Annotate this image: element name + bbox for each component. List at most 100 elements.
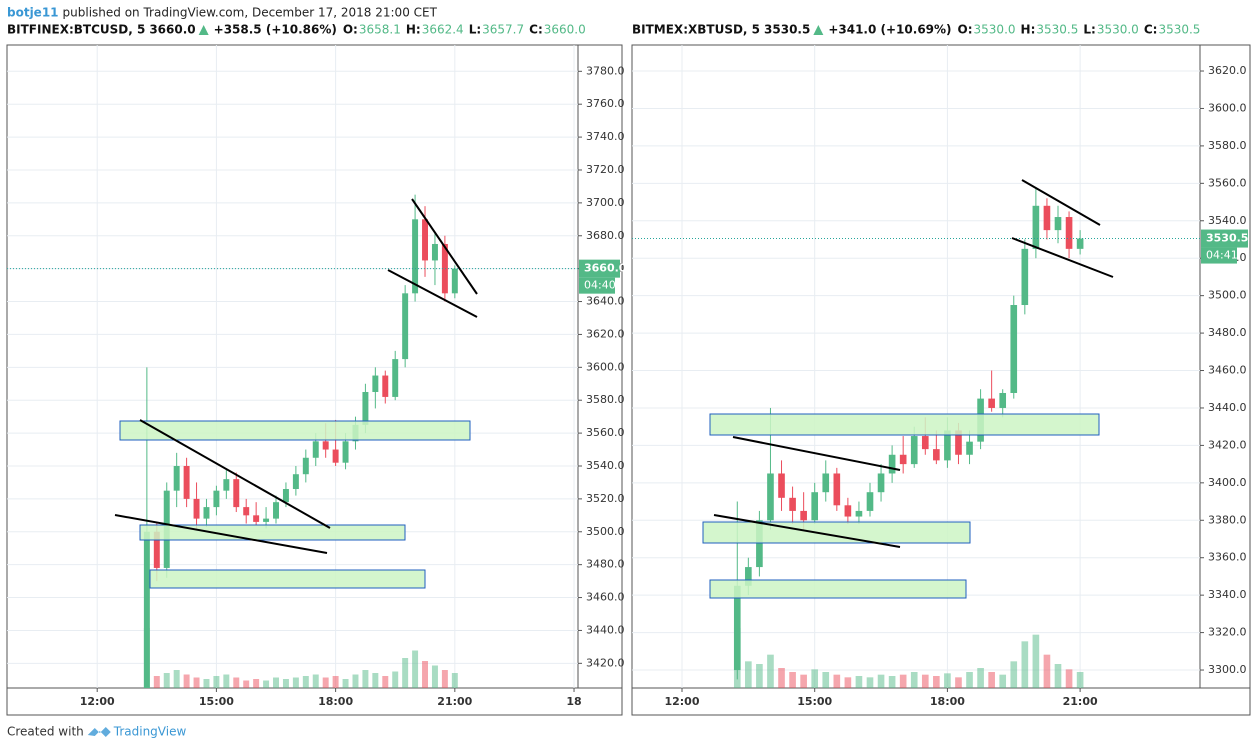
candle-body: [441, 243, 448, 294]
volume-bar: [955, 677, 962, 688]
up-triangle: [198, 25, 209, 35]
candle-body: [745, 567, 752, 586]
y-tick-label: 3380.0: [1208, 513, 1247, 526]
y-tick-label: 3780.0: [586, 64, 625, 77]
volume-bar: [362, 670, 369, 688]
candle-body: [431, 243, 438, 261]
plot-frame: [6, 44, 623, 716]
volume-bar: [282, 679, 289, 688]
trend-line: [713, 514, 901, 548]
y-tick-label: 3620.0: [1208, 64, 1247, 77]
candle-body: [322, 441, 329, 450]
y-tick-label: 3620.0: [586, 327, 625, 340]
candle-body: [1065, 217, 1073, 249]
volume-bar: [243, 680, 250, 688]
trend-line: [411, 198, 478, 295]
candle-body: [332, 449, 339, 463]
volume-bar: [977, 668, 984, 688]
candle-body: [1010, 305, 1018, 393]
volume-bar: [800, 674, 807, 688]
trend-line: [1021, 179, 1101, 226]
candles: [733, 187, 1084, 688]
header-text: H:: [406, 23, 421, 37]
y-tick-label: 3440.0: [1208, 401, 1247, 414]
header-text: 3657.7: [482, 23, 524, 37]
volume-bar: [292, 677, 299, 688]
y-tick-label: 3580.0: [586, 393, 625, 406]
volume-bar: [1021, 641, 1029, 688]
y-tick-label: 3600.0: [1208, 101, 1247, 114]
candle-body: [944, 430, 951, 461]
volume-bar: [203, 679, 210, 688]
zone: [149, 569, 426, 589]
volume-bar: [855, 676, 863, 688]
trend-line: [387, 269, 478, 318]
candle-body: [811, 492, 819, 521]
volume-bar: [833, 674, 841, 688]
volume-bar: [412, 650, 419, 688]
volume-bar: [273, 677, 279, 688]
trend-line: [114, 514, 328, 554]
volume-bar: [944, 673, 951, 688]
candle-body: [183, 465, 190, 499]
zone: [709, 579, 967, 599]
candle-body: [933, 449, 940, 461]
header-text: botje11: [7, 6, 59, 20]
volume-bar: [183, 674, 190, 688]
candle-body: [1021, 248, 1029, 306]
header-text: +358.5 (+10.86%): [214, 23, 337, 37]
header-text: 3662.4: [422, 23, 464, 37]
volume-bar: [1065, 669, 1073, 688]
volume-bar: [441, 670, 448, 688]
candle-body: [899, 454, 907, 465]
x-tick-label: 18:00: [930, 695, 965, 708]
last-price-box: [1201, 229, 1248, 248]
candle-body: [789, 497, 796, 511]
candle-body: [733, 585, 741, 671]
candle-body: [888, 454, 896, 474]
header-text: 3530.5: [1036, 23, 1078, 37]
y-tick-label: 3560.0: [1208, 176, 1247, 189]
y-tick-label: 3400.0: [1208, 476, 1247, 489]
volume-bar: [1032, 634, 1040, 688]
y-tick-label: 3580.0: [1208, 139, 1247, 152]
header-text: O:: [958, 23, 973, 37]
volume-bar: [263, 680, 270, 688]
last-price-box: [579, 259, 620, 278]
y-tick-label: 3320.0: [1208, 626, 1247, 639]
candle-body: [910, 436, 918, 465]
y-tick-label: 3540.0: [1208, 214, 1247, 227]
candle-body: [1032, 205, 1040, 249]
candle-body: [1076, 238, 1084, 249]
last-price-label: 3530.5: [1206, 232, 1248, 245]
volume-bar: [431, 665, 438, 688]
header-text: +341.0 (+10.69%): [828, 23, 951, 37]
candle-body: [855, 510, 863, 517]
volume-bar: [233, 677, 240, 688]
candle-body: [263, 518, 270, 522]
y-tick-label: 3460.0: [1208, 364, 1247, 377]
y-tick-label: 3500.0: [1208, 289, 1247, 302]
volume-bar: [213, 676, 220, 688]
candle-body: [292, 474, 299, 490]
trend-line: [732, 436, 901, 471]
x-tick-label: 18: [566, 695, 581, 708]
footer-brand: TradingView: [113, 725, 187, 739]
volume-bar: [999, 674, 1007, 688]
volume-bar: [877, 674, 885, 688]
up-triangle: [813, 25, 824, 35]
volume-bar: [910, 672, 918, 688]
header-text: BITFINEX:BTCUSD, 5: [7, 23, 145, 37]
x-tick-label: 12:00: [664, 695, 699, 708]
candle-body: [1043, 205, 1051, 231]
volume-bar: [352, 674, 359, 688]
candle-body: [362, 391, 369, 425]
candle-body: [877, 473, 885, 493]
candle-body: [800, 510, 807, 521]
header-text: C:: [529, 23, 543, 37]
candle-body: [822, 473, 830, 493]
candle-body: [999, 392, 1007, 408]
volume-bar: [811, 669, 819, 688]
x-tick-label: 18:00: [318, 695, 353, 708]
candle-body: [756, 520, 763, 568]
